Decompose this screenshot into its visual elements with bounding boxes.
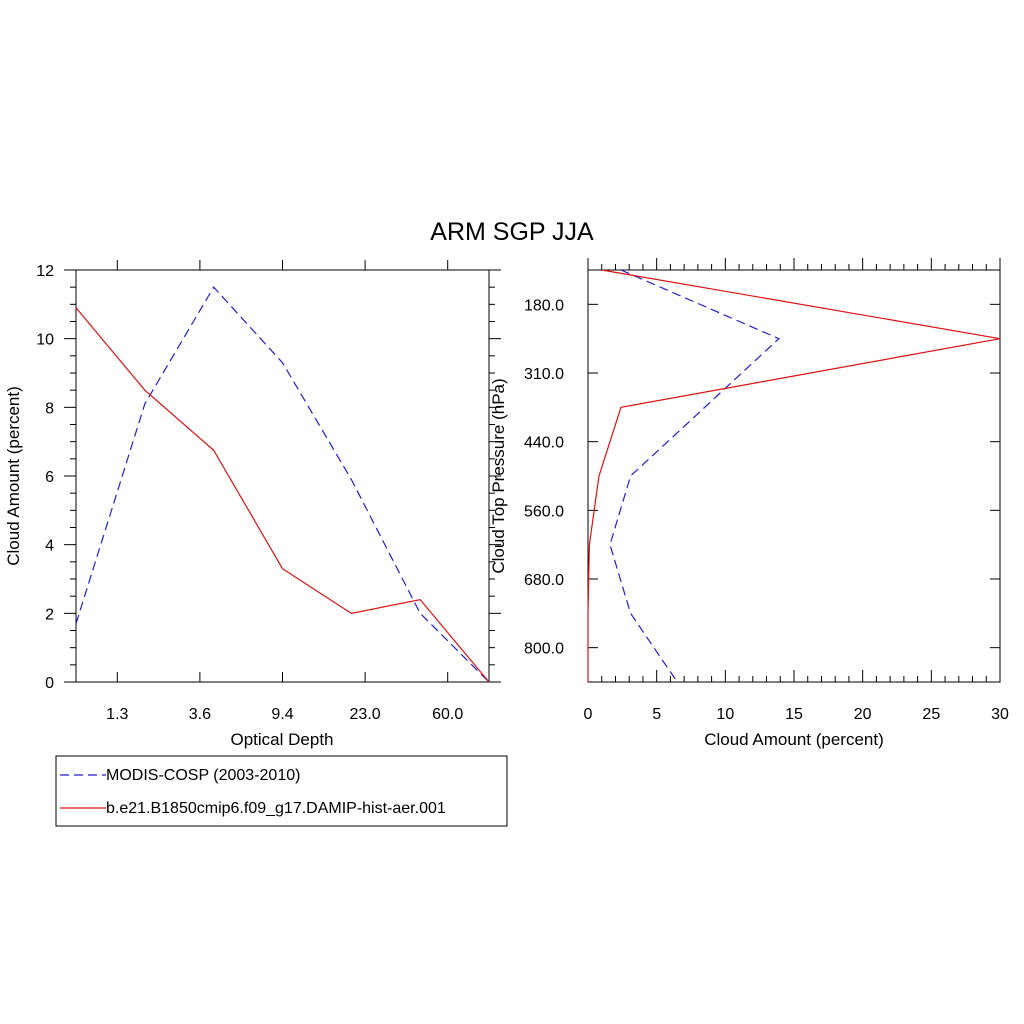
panel2-ticks: 0 5 10 15 20 25 30 180.0 310.0 440.0 560.0 680.0 800… [524, 258, 1009, 723]
panel2-y-tick-label: 680.0 [524, 572, 564, 589]
panel2-x-tick-label: 15 [785, 706, 803, 723]
panel2-x-tick-label: 25 [922, 706, 940, 723]
panel1-y-tick-label: 8 [45, 400, 54, 417]
panel1-y-tick-label: 12 [36, 263, 54, 280]
panel2-series-modis-line [609, 269, 780, 683]
optical-depth-panel: 1.3 3.6 9.4 23.0 60.0 0 2 4 6 8 10 12 Optical Depth… [4, 260, 501, 749]
panel1-series-model-line [75, 307, 490, 683]
panel2-x-tick-label: 5 [652, 706, 661, 723]
panel1-x-tick-label: 60.0 [432, 706, 463, 723]
panel2-y-tick-label: 800.0 [524, 641, 564, 658]
panel1-y-tick-label: 0 [45, 675, 54, 692]
panel1-ticks: 1.3 3.6 9.4 23.0 60.0 0 2 4 6 8 10 12 [36, 260, 501, 723]
panel2-frame [587, 269, 1001, 683]
panel2-series [587, 269, 1001, 683]
panel1-x-tick-label: 3.6 [189, 706, 211, 723]
panel2-y-tick-label: 310.0 [524, 366, 564, 383]
legend-box [55, 755, 508, 827]
panel2-series-model-line [587, 269, 1001, 682]
panel1-x-tick-label: 9.4 [271, 706, 293, 723]
legend: MODIS-COSP (2003-2010) b.e21.B1850cmip6.… [55, 755, 508, 827]
panel1-x-tick-label: 23.0 [350, 706, 381, 723]
panel2-y-tick-label: 180.0 [524, 297, 564, 314]
legend-label-model: b.e21.B1850cmip6.f09_g17.DAMIP-hist-aer.… [106, 800, 446, 817]
panel1-y-tick-label: 6 [45, 469, 54, 486]
panel2-y-tick-label: 440.0 [524, 435, 564, 452]
panel2-x-tick-label: 30 [991, 706, 1009, 723]
panel1-x-tick-label: 1.3 [106, 706, 128, 723]
panel2-y-axis-label: Cloud Top Pressure (hPa) [489, 378, 508, 573]
panel1-y-tick-label: 10 [36, 332, 54, 349]
legend-label-modis: MODIS-COSP (2003-2010) [106, 767, 300, 784]
panel1-series [75, 286, 490, 683]
panel2-x-axis-label: Cloud Amount (percent) [704, 730, 884, 749]
panel1-x-axis-label: Optical Depth [231, 730, 334, 749]
panel1-series-modis-line [75, 286, 490, 683]
cloud-top-pressure-panel: 0 5 10 15 20 25 30 180.0 310.0 440.0 560.0 680.0 800… [489, 258, 1009, 749]
panel1-y-tick-label: 4 [45, 538, 54, 555]
panel2-x-tick-label: 10 [716, 706, 734, 723]
panel2-x-tick-label: 20 [854, 706, 872, 723]
panel1-y-tick-label: 2 [45, 606, 54, 623]
chart-title: ARM SGP JJA [430, 218, 594, 246]
panel1-y-axis-label: Cloud Amount (percent) [4, 386, 23, 566]
panel2-y-tick-label: 560.0 [524, 503, 564, 520]
panel2-x-tick-label: 0 [584, 706, 593, 723]
